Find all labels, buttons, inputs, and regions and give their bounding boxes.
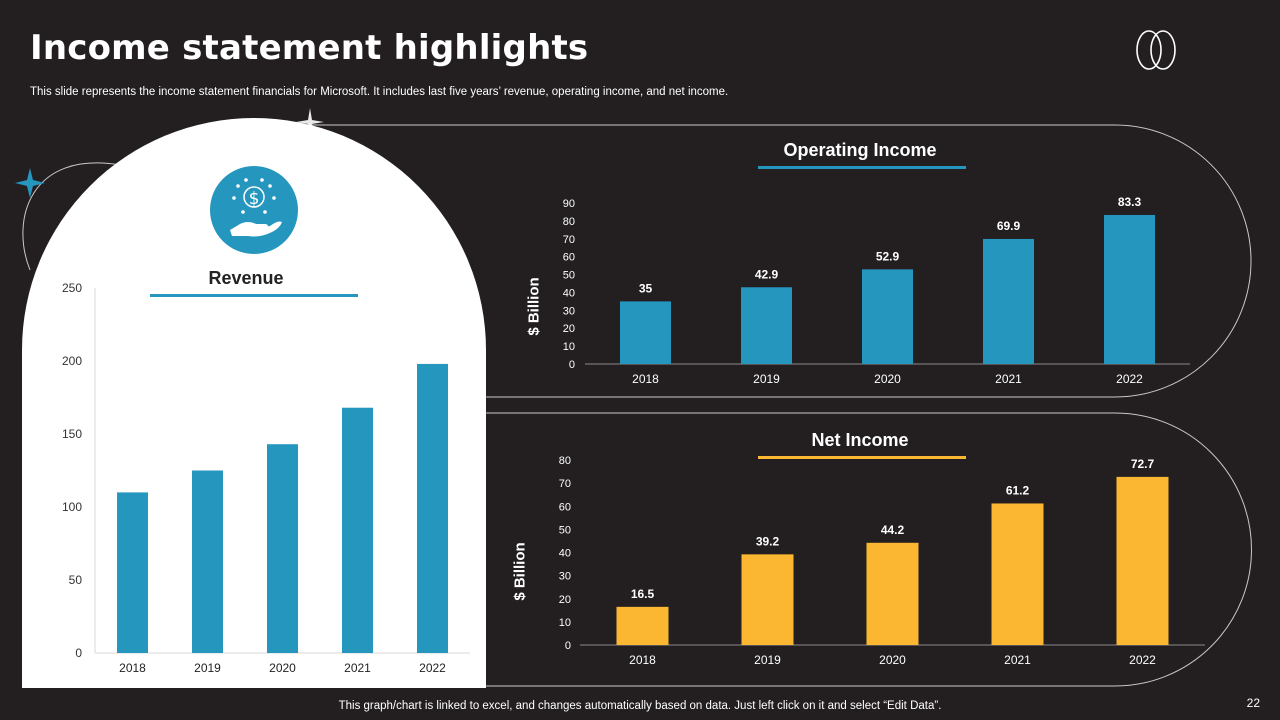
revenue-x-tick-label: 2019 [194,661,221,675]
net-y-tick-label: 30 [559,571,571,583]
operating-y-tick-label: 70 [563,234,575,246]
page-subtitle: This slide represents the income stateme… [30,86,729,98]
four-point-star-icon [15,168,45,198]
net-y-tick-label: 70 [559,478,571,490]
net-x-tick-label: 2018 [629,653,656,667]
operating-data-label: 35 [639,281,653,295]
operating-data-label: 52.9 [876,249,900,263]
revenue-bar-2019 [192,470,223,653]
operating-y-tick-label: 40 [563,287,575,299]
page-number: 22 [1246,696,1260,710]
operating-bar-2018 [620,301,671,364]
svg-text:$: $ [249,189,260,209]
operating-y-tick-label: 50 [563,270,575,282]
revenue-x-tick-label: 2022 [419,661,446,675]
net-y-tick-label: 80 [559,455,571,467]
operating-y-tick-label: 90 [563,198,575,210]
revenue-x-tick-label: 2021 [344,661,371,675]
operating-y-tick-label: 20 [563,323,575,335]
net-y-tick-label: 20 [559,594,571,606]
net-bar-2018 [616,606,669,645]
revenue-chart-title: Revenue [208,268,284,288]
revenue-y-tick-label: 0 [75,646,82,660]
revenue-y-tick-label: 200 [62,354,82,368]
net-x-tick-label: 2022 [1129,653,1156,667]
operating-chart-title: Operating Income [783,140,937,160]
net-bar-2022 [1116,476,1169,645]
net-data-label: 61.2 [1006,483,1030,497]
operating-x-tick-label: 2021 [995,372,1022,386]
operating-title-underline [758,166,966,169]
revenue-y-tick-label: 50 [69,573,83,587]
revenue-x-tick-label: 2018 [119,661,146,675]
interlocked-rings-logo [1136,30,1176,70]
revenue-bar-2020 [267,444,298,653]
net-x-tick-label: 2021 [1004,653,1031,667]
operating-x-tick-label: 2020 [874,372,901,386]
net-data-label: 16.5 [631,587,655,601]
revenue-bar-2018 [117,492,148,653]
operating-bar-2021 [983,238,1034,364]
net-data-label: 72.7 [1131,457,1155,471]
net-x-tick-label: 2019 [754,653,781,667]
net-data-label: 44.2 [881,523,905,537]
footer-note: This graph/chart is linked to excel, and… [338,700,942,712]
money-hand-icon: $ [210,166,298,254]
operating-data-label: 69.9 [997,219,1021,233]
net-income-title-underline [758,456,966,459]
revenue-bar-2021 [342,407,373,653]
net-data-label: 39.2 [756,534,780,548]
net-y-tick-label: 0 [565,640,571,652]
revenue-bar-2022 [417,363,448,653]
net-income-chart-title: Net Income [811,430,909,450]
page-title: Income statement highlights [30,28,589,68]
revenue-title-underline [150,294,358,297]
operating-x-tick-label: 2022 [1116,372,1143,386]
revenue-y-tick-label: 150 [62,427,82,441]
operating-x-tick-label: 2019 [753,372,780,386]
net-y-tick-label: 60 [559,501,571,513]
operating-x-tick-label: 2018 [632,372,659,386]
operating-bar-2022 [1104,214,1155,364]
net-y-tick-label: 40 [559,548,571,560]
net-y-tick-label: 50 [559,524,571,536]
net-bar-2019 [741,554,794,645]
net-bar-2021 [991,503,1044,645]
operating-y-tick-label: 60 [563,252,575,264]
operating-y-tick-label: 80 [563,216,575,228]
net-y-tick-label: 10 [559,617,571,629]
net-x-tick-label: 2020 [879,653,906,667]
operating-data-label: 42.9 [755,267,779,281]
operating-y-tick-label: 30 [563,305,575,317]
revenue-y-tick-label: 250 [62,281,82,295]
operating-bar-2020 [862,269,913,364]
net-bar-2020 [866,542,919,645]
operating-y-tick-label: 0 [569,359,575,371]
operating-bar-2019 [741,287,792,364]
operating-y-tick-label: 10 [563,341,575,353]
operating-data-label: 83.3 [1118,195,1142,209]
revenue-y-tick-label: 100 [62,500,82,514]
revenue-x-tick-label: 2020 [269,661,296,675]
sparkle-icon [296,108,324,136]
